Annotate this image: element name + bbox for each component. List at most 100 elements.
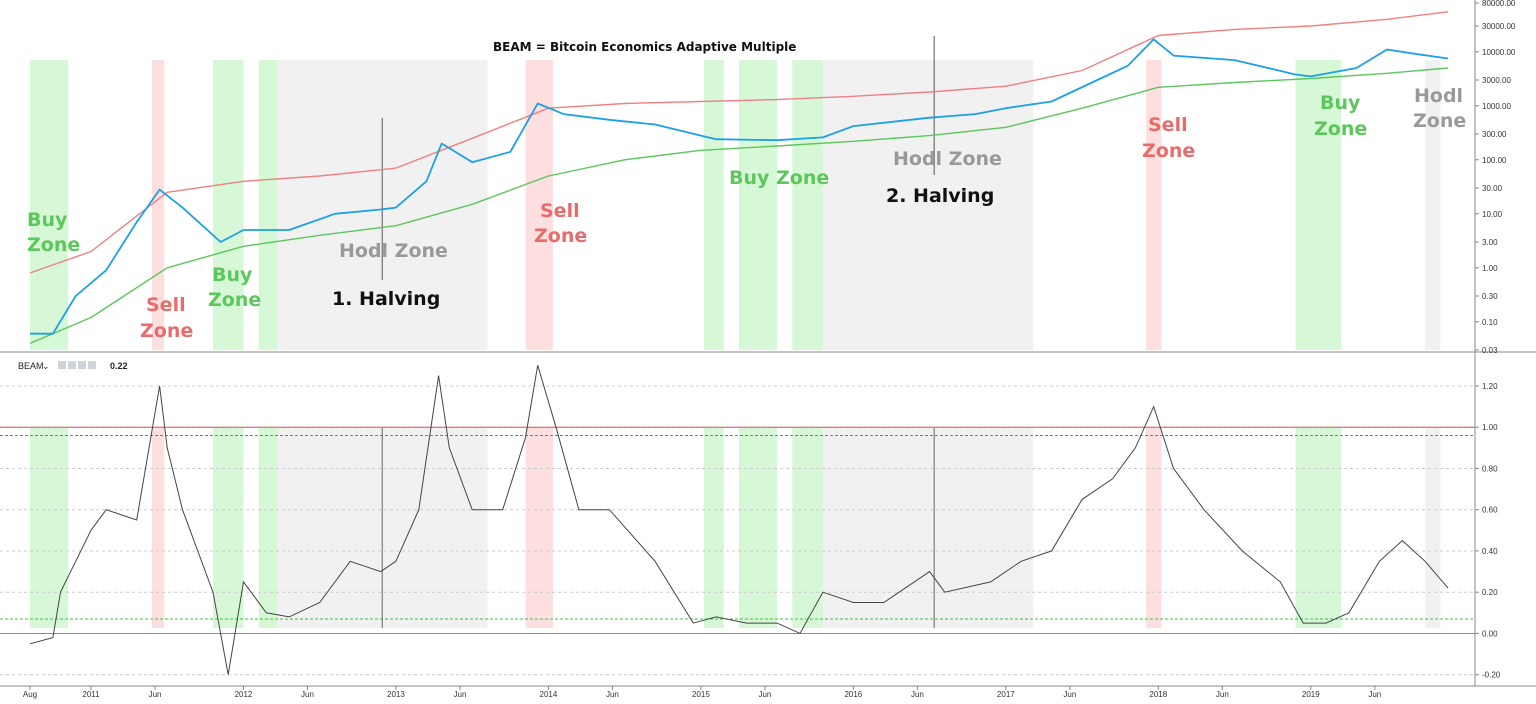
buy-zone-label-3: Buy Zone xyxy=(729,167,829,189)
xtick-label-16: Jun xyxy=(1216,690,1229,699)
price-ytick-label-13: 0.03 xyxy=(1482,346,1498,355)
legend-settings-icon[interactable] xyxy=(68,361,76,369)
hodl-zone-label-3b: Zone xyxy=(1413,110,1466,132)
xtick-label-14: Jun xyxy=(1063,690,1076,699)
buy-zone-label-1b: Zone xyxy=(27,234,80,256)
beam-ytick-label-5: 0.20 xyxy=(1482,588,1498,597)
legend-chevron-icon[interactable]: ⌄ xyxy=(42,361,50,371)
halving-label-1: 1. Halving xyxy=(332,288,440,310)
legend-value: 0.22 xyxy=(110,361,128,371)
buy-zone-label-1a: Buy xyxy=(27,209,68,231)
zone-sell-top-10 xyxy=(1146,60,1162,350)
xtick-label-5: 2013 xyxy=(387,690,405,699)
zone-buy-top-6 xyxy=(703,60,724,350)
buy-zone-label-4b: Zone xyxy=(1314,118,1367,140)
series-btc-price xyxy=(30,38,1449,335)
zone-hodl-bottom-9 xyxy=(822,428,1034,628)
xtick-label-10: Jun xyxy=(758,690,771,699)
price-ytick-label-11: 0.30 xyxy=(1482,292,1498,301)
xtick-label-2: Jun xyxy=(149,690,162,699)
zone-hodl-top-12 xyxy=(1425,60,1441,350)
sell-zone-label-1b: Zone xyxy=(140,320,193,342)
zone-buy-bottom-8 xyxy=(792,428,823,628)
chart-title: BEAM = Bitcoin Economics Adaptive Multip… xyxy=(493,40,796,54)
zone-buy-bottom-2 xyxy=(212,428,244,628)
price-series xyxy=(29,11,1449,344)
zone-buy-bottom-11 xyxy=(1295,428,1342,628)
price-ytick-label-9: 3.00 xyxy=(1482,238,1498,247)
zone-buy-bottom-7 xyxy=(739,428,778,628)
price-ytick-label-8: 10.00 xyxy=(1482,210,1503,219)
price-ytick-label-0: 80000.00 xyxy=(1482,0,1516,8)
beam-legend[interactable]: BEAM ⌄ 0.22 xyxy=(18,361,128,371)
series-beam-line xyxy=(29,365,1449,675)
zone-sell-top-1 xyxy=(151,60,165,350)
legend-source-icon[interactable] xyxy=(78,361,86,369)
xtick-label-4: Jun xyxy=(301,690,314,699)
zone-sell-bottom-1 xyxy=(151,428,165,628)
price-ytick-label-5: 300.00 xyxy=(1482,130,1507,139)
beam-ytick-label-4: 0.40 xyxy=(1482,547,1498,556)
price-ytick-label-4: 1000.00 xyxy=(1482,102,1511,111)
sell-zone-label-2a: Sell xyxy=(540,200,580,222)
price-ytick-label-2: 10000.00 xyxy=(1482,48,1516,57)
hodl-zone-label-2: Hodl Zone xyxy=(893,148,1002,170)
zone-sell-bottom-10 xyxy=(1146,428,1162,628)
zone-buy-bottom-3 xyxy=(258,428,278,628)
xtick-label-11: 2016 xyxy=(844,690,862,699)
sell-zone-label-3b: Zone xyxy=(1142,140,1195,162)
price-ytick-label-12: 0.10 xyxy=(1482,318,1498,327)
zone-hodl-top-9 xyxy=(822,60,1034,350)
halving-lines xyxy=(381,36,935,628)
xtick-label-8: Jun xyxy=(606,690,619,699)
price-ytick-label-3: 3000.00 xyxy=(1482,76,1511,85)
grid xyxy=(0,385,1475,676)
price-ytick-label-1: 30000.00 xyxy=(1482,22,1516,31)
xtick-label-13: 2017 xyxy=(997,690,1015,699)
beam-ytick-label-7: -0.20 xyxy=(1482,671,1501,680)
hodl-zone-label-1: Hodl Zone xyxy=(339,240,448,262)
halving-label-2: 2. Halving xyxy=(886,185,994,207)
series-buy-band xyxy=(29,67,1449,344)
sell-zone-label-3a: Sell xyxy=(1148,114,1188,136)
zone-buy-top-8 xyxy=(792,60,823,350)
zone-hodl-bottom-12 xyxy=(1425,428,1441,628)
series-sell-band xyxy=(29,11,1449,274)
zone-buy-bottom-0 xyxy=(30,428,69,628)
xtick-label-3: 2012 xyxy=(235,690,253,699)
legend-close-icon[interactable] xyxy=(88,361,96,369)
legend-eye-icon[interactable] xyxy=(58,361,66,369)
price-ytick-label-6: 100.00 xyxy=(1482,156,1507,165)
zone-sell-bottom-5 xyxy=(525,428,553,628)
zone-buy-top-3 xyxy=(258,60,278,350)
xtick-label-17: 2019 xyxy=(1302,690,1320,699)
beam-ytick-label-1: 1.00 xyxy=(1482,423,1498,432)
sell-zone-label-2b: Zone xyxy=(534,225,587,247)
legend-name: BEAM xyxy=(18,361,44,371)
xtick-label-12: Jun xyxy=(911,690,924,699)
zone-buy-top-2 xyxy=(212,60,244,350)
beam-series xyxy=(29,365,1449,675)
price-ytick-label-7: 30.00 xyxy=(1482,184,1503,193)
xtick-label-0: Aug xyxy=(23,690,37,699)
beam-ytick-label-2: 0.80 xyxy=(1482,464,1498,473)
zone-buy-bottom-6 xyxy=(703,428,724,628)
beam-ytick-label-6: 0.00 xyxy=(1482,629,1498,638)
zone-buy-top-11 xyxy=(1295,60,1342,350)
xtick-label-7: 2014 xyxy=(540,690,558,699)
zone-buy-top-7 xyxy=(739,60,778,350)
beam-ytick-label-3: 0.60 xyxy=(1482,506,1498,515)
beam-ytick-label-0: 1.20 xyxy=(1482,382,1498,391)
price-ytick-label-10: 1.00 xyxy=(1482,264,1498,273)
sell-zone-label-1a: Sell xyxy=(146,294,186,316)
hodl-zone-label-3a: Hodl xyxy=(1414,85,1463,107)
buy-zone-label-4a: Buy xyxy=(1320,92,1361,114)
xtick-label-1: 2011 xyxy=(82,690,100,699)
xtick-label-18: Jun xyxy=(1368,690,1381,699)
xtick-label-6: Jun xyxy=(454,690,467,699)
xtick-label-15: 2018 xyxy=(1149,690,1167,699)
xtick-label-9: 2015 xyxy=(692,690,710,699)
zone-buy-top-0 xyxy=(30,60,69,350)
